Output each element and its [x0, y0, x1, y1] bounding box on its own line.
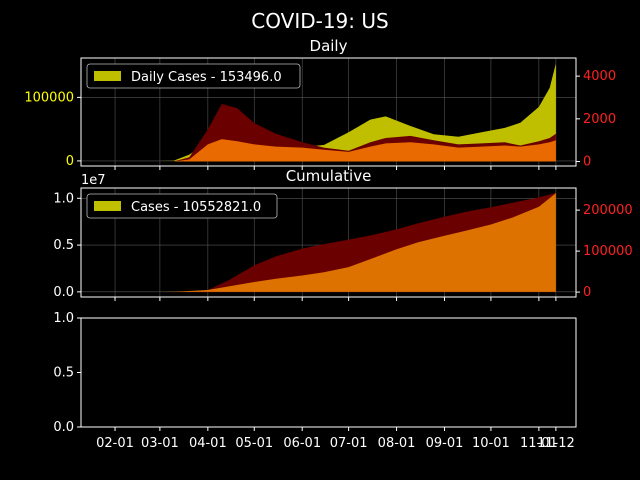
panel-title: Daily — [310, 37, 348, 55]
right-tick-label: 0 — [583, 285, 591, 300]
axes-frame — [80, 57, 577, 167]
legend-swatch — [94, 71, 121, 81]
left-tick-label: 0.5 — [53, 366, 74, 381]
x-tick-label: 09-01 — [426, 436, 464, 451]
legend-label: Cases - 10552821.0 — [131, 200, 261, 215]
x-tick-label: 10-01 — [472, 436, 510, 451]
left-tick-label: 100000 — [24, 90, 74, 105]
x-tick-label: 06-01 — [283, 436, 321, 451]
cumulative-cases-area — [99, 193, 556, 292]
daily-deaths-floor-area — [99, 139, 556, 162]
right-tick-label: 0 — [583, 155, 591, 170]
x-tick-label: 11-01 — [520, 436, 558, 451]
x-tick-label: 07-01 — [330, 436, 368, 451]
right-tick-label: 100000 — [583, 244, 633, 259]
cumulative-panel: 0.0 0.5 1.0 0 100000 200000 Cumulative Cases - … — [53, 167, 633, 301]
legend-box — [86, 193, 278, 219]
figure-title: COVID-19: US — [251, 9, 388, 33]
x-tick-label: 04-01 — [189, 436, 227, 451]
axes-frame — [80, 317, 577, 428]
legend: Cases - 10552821.0 — [86, 193, 278, 219]
left-tick-label: 0 — [66, 154, 74, 169]
x-tick-label: 05-01 — [235, 436, 273, 451]
x-tick-label: 03-01 — [141, 436, 179, 451]
legend-swatch — [94, 201, 121, 211]
daily-cases-area — [99, 63, 556, 161]
left-tick-label: 0.0 — [53, 420, 74, 435]
legend-box — [86, 63, 301, 89]
legend-label: Daily Cases - 153496.0 — [131, 70, 282, 85]
empty-panel: 0.0 0.5 1.0 02-01 03-01 04-01 05-01 06-01 07-01 0… — [53, 311, 577, 451]
x-tick-label: 02-01 — [96, 436, 134, 451]
panel-title: Cumulative — [286, 167, 372, 185]
left-tick-label: 1.0 — [53, 191, 74, 206]
right-tick-label: 2000 — [583, 112, 616, 127]
x-tick-label: 11-12 — [537, 436, 575, 451]
right-tick-label: 4000 — [583, 69, 616, 84]
left-tick-label: 0.0 — [53, 285, 74, 300]
left-tick-label: 1.0 — [53, 311, 74, 326]
right-tick-label: 200000 — [583, 203, 633, 218]
x-tick-label: 08-01 — [378, 436, 416, 451]
axes-frame — [80, 187, 577, 298]
offset-label: 1e7 — [81, 173, 106, 188]
left-tick-label: 0.5 — [53, 238, 74, 253]
daily-panel: 0 100000 0 2000 4000 Daily Daily Cases - 15349… — [24, 37, 616, 170]
legend: Daily Cases - 153496.0 — [86, 63, 301, 89]
